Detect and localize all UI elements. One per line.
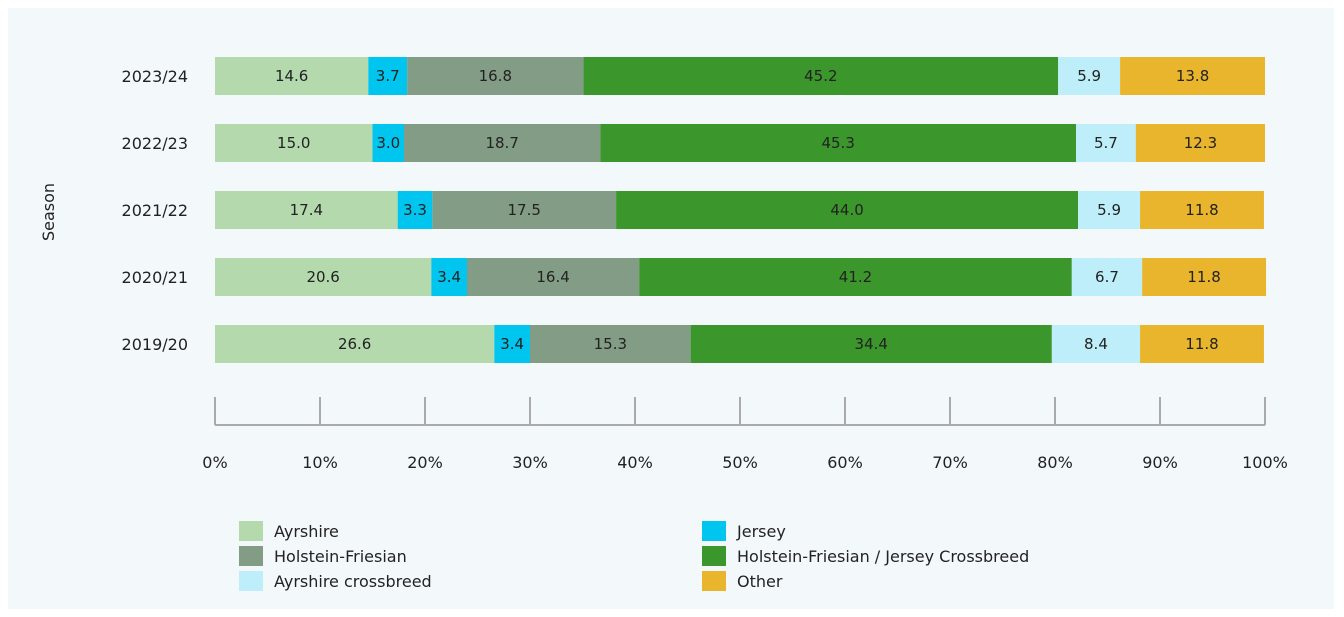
legend-label: Ayrshire crossbreed [274,572,432,591]
data-label: 44.0 [830,201,863,219]
data-label: 11.8 [1187,268,1220,286]
bar-segment [215,124,373,162]
data-label: 5.9 [1097,201,1121,219]
chart-panel [8,8,1334,609]
data-label: 14.6 [275,67,308,85]
bar-segment [368,57,408,95]
legend-label: Holstein-Friesian / Jersey Crossbreed [737,547,1029,566]
legend-label: Other [737,572,783,591]
legend-label: Jersey [736,522,786,541]
data-label: 34.4 [855,335,888,353]
data-label: 3.4 [437,268,461,286]
data-label: 11.8 [1185,201,1218,219]
data-label: 17.4 [290,201,323,219]
legend-swatch [239,571,263,591]
bar-segment [1051,325,1141,363]
bar-segment [404,124,601,162]
legend-label: Ayrshire [274,522,339,541]
data-label: 3.0 [376,134,400,152]
data-label: 13.8 [1176,67,1209,85]
legend-label: Holstein-Friesian [274,547,407,566]
data-label: 18.7 [485,134,518,152]
bar-segment [1120,57,1265,95]
bar-segment [215,258,432,296]
legend-swatch [702,571,726,591]
x-tick-label: 50% [722,453,758,472]
y-axis-label: Season [39,183,58,241]
x-tick-label: 90% [1142,453,1178,472]
bar-segment [1071,258,1143,296]
bar-segment [397,191,433,229]
data-label: 3.4 [500,335,524,353]
data-label: 41.2 [839,268,872,286]
data-label: 6.7 [1095,268,1119,286]
data-label: 5.7 [1094,134,1118,152]
x-tick-label: 30% [512,453,548,472]
x-tick-label: 40% [617,453,653,472]
x-tick-label: 0% [202,453,227,472]
data-label: 16.4 [536,268,569,286]
bar-segment [432,191,617,229]
legend-swatch [239,521,263,541]
bar-segment [1076,124,1136,162]
bar-segment [1142,258,1267,296]
x-tick-label: 70% [932,453,968,472]
bar-segment [616,191,1079,229]
bar-segment [1058,57,1121,95]
bar-segment [215,57,369,95]
category-label: 2021/22 [122,201,188,220]
bar-segment [215,191,398,229]
category-label: 2022/23 [122,134,188,153]
data-label: 16.8 [479,67,512,85]
data-label: 45.2 [804,67,837,85]
x-tick-label: 80% [1037,453,1073,472]
category-label: 2023/24 [122,67,188,86]
bar-segment [639,258,1072,296]
bar-segment [1140,325,1264,363]
data-label: 11.8 [1185,335,1218,353]
legend-swatch [702,546,726,566]
bar-segment [494,325,530,363]
bar-segment [431,258,467,296]
data-label: 3.7 [376,67,400,85]
data-label: 15.0 [277,134,310,152]
data-label: 20.6 [306,268,339,286]
bar-segment [1140,191,1264,229]
bar-segment [600,124,1076,162]
x-tick-label: 10% [302,453,338,472]
x-tick-label: 20% [407,453,443,472]
legend-swatch [239,546,263,566]
bar-segment [530,325,691,363]
data-label: 26.6 [338,335,371,353]
bar-segment [467,258,640,296]
data-label: 5.9 [1077,67,1101,85]
data-label: 15.3 [594,335,627,353]
bar-segment [1135,124,1265,162]
bar-segment [407,57,584,95]
bar-segment [1078,191,1141,229]
x-tick-label: 100% [1242,453,1288,472]
data-label: 12.3 [1184,134,1217,152]
bar-segment [690,325,1052,363]
category-label: 2020/21 [122,268,188,287]
bar-segment [215,325,495,363]
data-label: 17.5 [508,201,541,219]
data-label: 45.3 [821,134,854,152]
bar-segment [372,124,404,162]
legend-swatch [702,521,726,541]
bar-segment [583,57,1059,95]
category-label: 2019/20 [122,335,188,354]
data-label: 3.3 [403,201,427,219]
x-tick-label: 60% [827,453,863,472]
data-label: 8.4 [1084,335,1108,353]
